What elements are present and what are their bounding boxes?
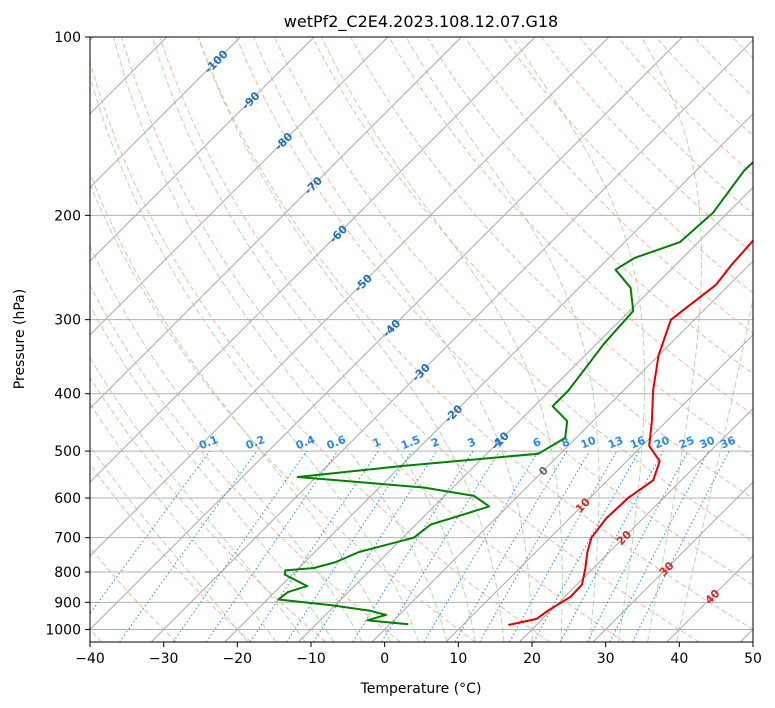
profile-lines <box>277 160 753 626</box>
chart-title: wetPf2_C2E4.2023.108.12.07.G18 <box>284 12 558 32</box>
x-tick-label: 30 <box>597 651 615 667</box>
moist-adiabat-line <box>641 37 703 642</box>
y-tick-label: 300 <box>54 313 81 329</box>
isotherm-line <box>90 37 536 483</box>
isotherm-line <box>90 37 241 189</box>
isotherm-line <box>90 37 389 336</box>
x-tick-label: 0 <box>380 651 389 667</box>
y-tick-label: 100 <box>54 30 81 46</box>
y-tick-label: 800 <box>54 565 81 581</box>
mixing-ratio-line <box>286 450 413 642</box>
isotherm-line <box>90 37 610 557</box>
mixing-ratio-line <box>559 450 664 642</box>
mixing-ratio-line <box>90 450 211 615</box>
moist-adiabat-line <box>113 37 448 642</box>
mixing-ratio-label: 10 <box>579 434 598 452</box>
mixing-ratio-label: 8 <box>560 435 572 450</box>
moist-adiabat-line <box>405 37 600 642</box>
mixing-ratio-label: 2 <box>429 435 441 450</box>
moist-adiabat-line <box>676 296 753 642</box>
x-tick-label: 20 <box>523 651 541 667</box>
mixing-ratio-line <box>352 450 474 642</box>
x-tick-label: −30 <box>149 651 179 667</box>
mixing-ratio-line <box>533 450 640 642</box>
mixing-ratio-line <box>119 450 258 642</box>
moist-adiabat-line <box>90 244 363 642</box>
mixing-ratio-line <box>509 450 618 642</box>
mixing-ratio-line <box>381 450 500 642</box>
x-tick-label: 40 <box>670 651 688 667</box>
isotherm-line <box>90 37 462 410</box>
moist-adiabat-line <box>90 172 392 642</box>
mixing-ratio-line <box>632 450 730 642</box>
dry-adiabat-line <box>121 37 625 642</box>
y-tick-label: 400 <box>54 387 81 403</box>
moist-adiabat-line <box>90 74 420 642</box>
isotherm-line <box>90 37 683 631</box>
isotherm-line <box>150 39 753 642</box>
dry-adiabat-line <box>159 37 700 642</box>
isotherm-line <box>90 37 315 262</box>
mixing-ratio-line <box>205 450 338 642</box>
dry-adiabat-line <box>388 37 753 416</box>
plot-background <box>90 37 753 642</box>
background-lines <box>90 37 775 642</box>
isotherm-line <box>224 113 753 642</box>
axis-ticks: −40 −30 −20 −10 0 10 20 30 40 50 100 200 300 400 500 60… <box>45 30 762 667</box>
mixing-ratio-label: 3 <box>466 435 478 450</box>
x-tick-label: 10 <box>449 651 467 667</box>
temperature-line <box>508 239 753 626</box>
dry-adiabat-line <box>90 284 401 642</box>
dry-adiabat-line <box>90 182 476 642</box>
moist-adiabat-line <box>90 356 306 642</box>
y-tick-label: 900 <box>54 595 81 611</box>
mixing-ratio-label: 16 <box>628 434 647 452</box>
dry-adiabat-line <box>197 37 753 630</box>
mixing-ratio-label: 30 <box>698 434 717 452</box>
y-tick-label: 500 <box>54 444 81 460</box>
x-tick-label: 50 <box>744 651 762 667</box>
mixing-ratio-label: 1 <box>371 435 383 450</box>
x-axis-label: Temperature (°C) <box>360 681 482 697</box>
dry-adiabat-line <box>426 37 753 375</box>
y-tick-label: 1000 <box>45 622 81 638</box>
x-tick-label: −40 <box>75 651 105 667</box>
mixing-ratio-label: 13 <box>606 434 625 452</box>
y-tick-label: 600 <box>54 491 81 507</box>
dry-adiabat-line <box>311 37 753 500</box>
dewpoint-line <box>277 160 753 626</box>
y-tick-label: 700 <box>54 531 81 547</box>
dry-adiabat-line <box>90 546 177 642</box>
dry-adiabat-line <box>502 37 753 294</box>
moist-adiabat-line <box>321 37 563 642</box>
mixing-ratio-line <box>249 450 379 642</box>
background-labels: 0.1 0.2 0.4 0.6 1 1.5 2 3 4 6 8 10 13 16 20 25 30 36-100-… <box>197 47 738 607</box>
y-tick-label: 200 <box>54 208 81 224</box>
x-tick-label: −20 <box>223 651 253 667</box>
dry-adiabat-line <box>770 37 775 642</box>
moist-adiabat-line <box>197 37 505 642</box>
mixing-ratio-line <box>172 450 308 642</box>
moist-adiabat-line <box>90 402 277 642</box>
mixing-ratio-label: 25 <box>677 434 696 452</box>
dry-adiabat-line <box>90 376 327 642</box>
dry-adiabat-line <box>90 60 551 642</box>
mixing-ratio-label: 20 <box>652 434 671 452</box>
mixing-ratio-label: 36 <box>718 434 737 452</box>
moist-adiabat-line <box>90 304 335 642</box>
mixing-ratio-line <box>313 450 438 642</box>
moist-adiabat-line <box>512 37 646 642</box>
isotherm-line <box>445 334 753 642</box>
moist-adiabat-line <box>90 445 248 642</box>
moist-adiabat-line <box>253 37 533 642</box>
isotherm-line <box>592 481 753 642</box>
dry-adiabat-line <box>90 463 252 642</box>
x-tick-label: −10 <box>296 651 326 667</box>
dry-adiabat-line <box>235 37 753 586</box>
plot-frame <box>89 36 754 643</box>
y-axis-label: Pressure (hPa) <box>12 289 28 389</box>
isotherm-line <box>371 260 753 642</box>
isotherm-line <box>519 407 753 642</box>
